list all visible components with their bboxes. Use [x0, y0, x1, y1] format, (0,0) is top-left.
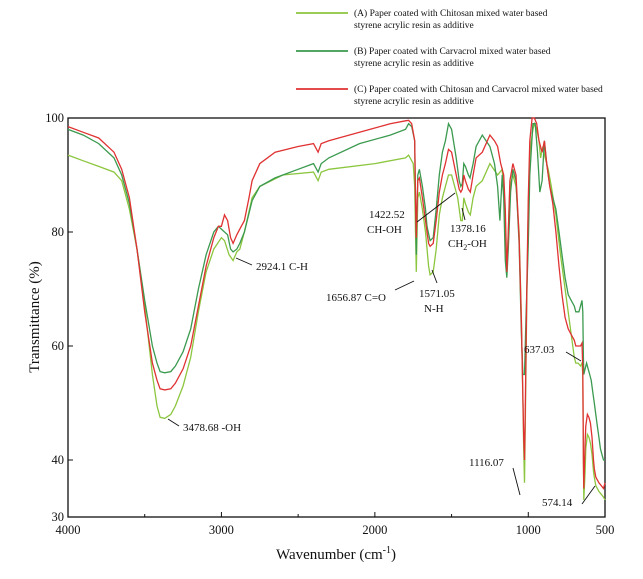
annotation-1571-b: N-H	[424, 303, 444, 315]
annotation-1422-b: CH-OH	[367, 224, 402, 236]
leader-637	[565, 351, 582, 362]
annotation-1422-a: 1422.52	[369, 209, 405, 221]
annotation-1656: 1656.87 C=O	[326, 292, 386, 304]
annotation-574: 574.14	[542, 497, 573, 509]
series-line-b	[67, 121, 605, 461]
leader-3478	[167, 418, 180, 427]
legend-text-a-line1: (A) Paper coated with Chitosan mixed wat…	[354, 8, 548, 19]
annotation-1378-sub: 2	[463, 243, 467, 252]
plot-frame	[67, 117, 606, 518]
legend-text-b-line1: (B) Paper coated with Carvacrol mixed wa…	[354, 46, 551, 57]
series-line-c	[67, 117, 606, 490]
annotation-2924: 2924.1 C-H	[256, 261, 308, 273]
annotations: 3478.68 -OH 2924.1 C-H 1656.87 C=O 1571.…	[183, 209, 573, 509]
y-tick-label: 30	[52, 510, 65, 524]
x-axis-label-close: )	[391, 547, 396, 563]
leader-1116	[512, 467, 521, 496]
annotation-3478: 3478.68 -OH	[183, 422, 241, 434]
y-tick-label: 40	[52, 453, 65, 467]
annotation-1378-b: CH2-OH	[448, 238, 487, 252]
annotation-1378-oh: -OH	[467, 238, 487, 250]
x-axis-label: Wavenumber (cm-1)	[276, 545, 396, 563]
y-tick-label: 100	[45, 111, 64, 125]
series-layer	[67, 117, 606, 501]
annotation-1378-a: 1378.16	[450, 223, 486, 235]
legend-text-a-line2: styrene acrylic resin as additive	[354, 21, 474, 31]
annotation-1116: 1116.07	[469, 457, 504, 469]
leader-1378	[461, 207, 466, 221]
x-axis-label-main: Wavenumber (cm	[276, 547, 383, 563]
x-tick-label: 3000	[209, 523, 234, 537]
series-line-a	[67, 121, 606, 501]
axis-ticks: 4000 3000 2000 1000 500 30 40 60 80 100	[45, 111, 614, 537]
x-tick-label: 1000	[516, 523, 541, 537]
x-tick-label: 4000	[56, 523, 81, 537]
x-axis-label-sup: -1	[383, 545, 391, 556]
leader-1571	[431, 269, 438, 284]
annotation-leaders	[167, 192, 596, 505]
y-tick-label: 60	[52, 339, 65, 353]
leader-2924	[235, 257, 253, 266]
x-tick-label: 500	[596, 523, 615, 537]
x-tick-label: 2000	[362, 523, 387, 537]
leader-1656	[394, 280, 415, 291]
leader-574	[581, 485, 596, 505]
legend: (A) Paper coated with Chitosan mixed wat…	[296, 8, 603, 107]
legend-text-b-line2: styrene acrylic resin as additive	[354, 59, 474, 69]
legend-text-c-line2: styrene acrylic resin as additive	[354, 97, 474, 107]
annotation-637: 637.03	[524, 344, 555, 356]
annotation-1571-a: 1571.05	[419, 288, 455, 300]
legend-text-c-line1: (C) Paper coated with Chitosan and Carva…	[354, 84, 603, 95]
leader-1422	[416, 192, 456, 223]
annotation-1378-ch: CH	[448, 238, 463, 250]
y-tick-label: 80	[52, 225, 65, 239]
y-axis-label: Transmittance (%)	[27, 261, 43, 373]
